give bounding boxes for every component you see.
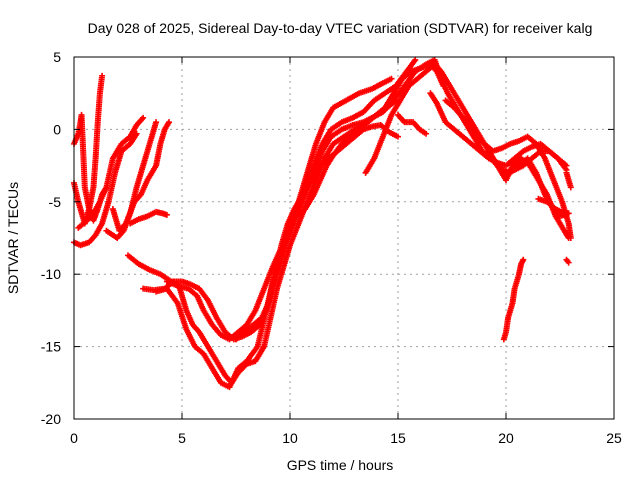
series-arc-6 [109, 119, 173, 234]
series-arc-13 [293, 61, 447, 220]
series-arc-15 [395, 111, 430, 137]
axis-ticks: 0 5 10 15 20 25 -20 -15 -10 -5 0 5 [41, 49, 622, 446]
data-point [567, 184, 574, 191]
series-arc-17 [442, 97, 574, 241]
series-arc-4 [75, 114, 147, 231]
data-point [153, 119, 160, 126]
data-point [440, 82, 447, 89]
data-point [565, 210, 572, 217]
y-tick-label: -10 [41, 266, 61, 282]
data-point [388, 75, 395, 82]
data-point [395, 133, 401, 140]
x-tick-label: 0 [70, 430, 78, 446]
data-point [140, 114, 147, 121]
data-point [520, 256, 527, 263]
data-points [71, 56, 574, 391]
x-tick-label: 25 [606, 430, 622, 446]
series-arc-12 [233, 122, 401, 343]
data-point [166, 119, 173, 126]
y-tick-label: 0 [53, 121, 61, 137]
x-axis-label: GPS time / hours [287, 457, 394, 473]
plot-frame [73, 56, 615, 420]
series-arc-3 [71, 130, 140, 249]
series-arc-21 [563, 256, 572, 266]
y-axis-label: SDTVAR / TECUs [5, 182, 21, 294]
y-tick-label: -5 [49, 194, 62, 210]
series-arc-22 [500, 256, 527, 343]
chart-title: Day 028 of 2025, Sidereal Day-to-day VTE… [88, 20, 593, 36]
series-arc-19 [535, 195, 572, 217]
data-point [412, 56, 419, 63]
data-point [565, 259, 572, 266]
data-point [99, 72, 106, 79]
series-arc-10 [153, 56, 419, 391]
data-point [565, 235, 572, 241]
x-tick-label: 5 [178, 430, 186, 446]
y-tick-label: -20 [41, 411, 61, 427]
data-point [423, 130, 430, 137]
x-tick-label: 10 [282, 430, 298, 446]
data-point [163, 211, 170, 218]
y-tick-label: -15 [41, 339, 61, 355]
y-tick-label: 5 [53, 49, 61, 65]
x-tick-label: 15 [390, 430, 406, 446]
series-arc-7 [127, 208, 170, 227]
series-arc-18 [485, 148, 572, 241]
series-arc-20 [563, 169, 574, 191]
x-tick-label: 20 [498, 430, 514, 446]
